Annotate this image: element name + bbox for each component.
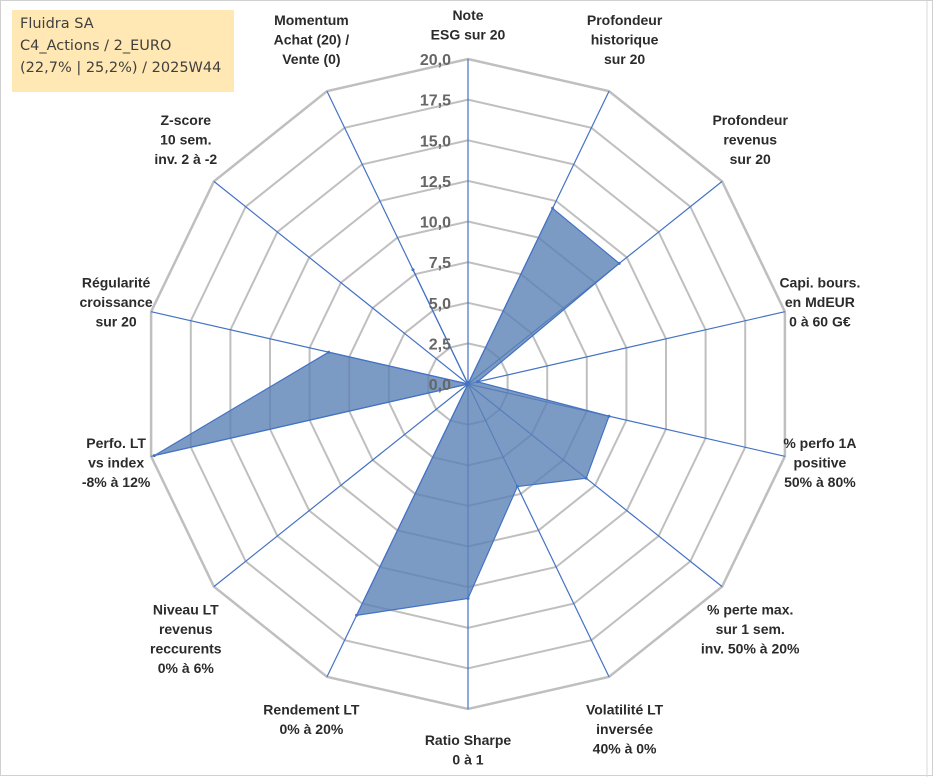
radial-tick-labels: 0,0 2,5 5,0 7,5 10,0 12,5 15,0 17,5 20,0: [420, 52, 451, 394]
category-label-line: Vente (0): [282, 51, 340, 67]
category-label-line: reccurents: [150, 640, 222, 656]
data-point-2: [617, 261, 621, 265]
spoke-12: [213, 180, 469, 385]
spoke-3: [467, 311, 786, 385]
category-label-6: Volatilité LT inversée 40% à 0%: [586, 701, 664, 756]
data-point-13: [411, 268, 415, 272]
data-point-10: [152, 454, 156, 458]
category-label-line: 40% à 0%: [593, 740, 657, 756]
category-label-line: Momentum: [274, 12, 349, 28]
category-label-10: Perfo. LT vs index -8% à 12%: [82, 435, 151, 490]
category-label-line: ESG sur 20: [431, 27, 506, 43]
category-label-3: Capi. bours. en MdEUR 0 à 60 G€: [779, 274, 860, 329]
category-label-line: inv. 50% à 20%: [701, 640, 800, 656]
category-label-line: sur 20: [95, 313, 136, 329]
category-label-line: revenus: [159, 621, 213, 637]
category-label-line: 0% à 20%: [279, 721, 343, 737]
category-label-line: historique: [591, 32, 659, 48]
category-label-line: Profondeur: [587, 12, 663, 28]
category-label-line: Niveau LT: [153, 601, 219, 617]
category-label-line: inv. 2 à -2: [154, 151, 217, 167]
category-label-line: Perfo. LT: [86, 435, 146, 451]
category-label-line: sur 20: [730, 151, 771, 167]
category-label-7: Ratio Sharpe 0 à 1: [425, 732, 512, 768]
right-edge-ticks: [926, 1, 928, 777]
tick-label-4: 10,0: [420, 215, 451, 232]
data-point-8: [355, 613, 359, 617]
performance-week: (22,7% | 25,2%) / 2025W44: [20, 60, 222, 76]
data-point-4: [607, 414, 611, 418]
category-label-8: Rendement LT 0% à 20%: [263, 701, 360, 737]
chart-title-box: Fluidra SA C4_Actions / 2_EURO (22,7% | …: [12, 10, 234, 92]
category-label-line: Z-score: [161, 112, 212, 128]
category-label-line: croissance: [80, 294, 153, 310]
tick-label-7: 17,5: [420, 93, 451, 110]
category-label-line: Rendement LT: [263, 701, 360, 717]
category-label-line: % perfo 1A: [783, 435, 856, 451]
category-label-5: % perte max. sur 1 sem. inv. 50% à 20%: [701, 601, 800, 656]
category-label-0: Note ESG sur 20: [431, 7, 506, 43]
data-point-7: [466, 597, 470, 600]
category-label-line: Profondeur: [712, 112, 788, 128]
category-label-4: % perfo 1A positive 50% à 80%: [783, 435, 856, 490]
category-label-line: 50% à 80%: [784, 474, 856, 490]
category-label-line: -8% à 12%: [82, 474, 151, 490]
category-label-line: 10 sem.: [160, 132, 211, 148]
category-labels: Note ESG sur 20 Profondeur historique sur 20…: [80, 7, 861, 768]
tick-label-0: 0,0: [429, 377, 451, 394]
category-label-9: Niveau LT revenus reccurents 0% à 6%: [150, 601, 222, 676]
tick-label-5: 12,5: [420, 174, 451, 191]
portfolio-category: C4_Actions / 2_EURO: [20, 38, 172, 54]
data-point-11: [327, 350, 331, 354]
data-point-12: [466, 382, 470, 386]
data-point-6: [515, 485, 519, 488]
category-label-line: Ratio Sharpe: [425, 732, 512, 748]
tick-label-8: 20,0: [420, 52, 451, 69]
category-label-12: Z-score 10 sem. inv. 2 à -2: [154, 112, 217, 167]
category-label-line: % perte max.: [707, 601, 793, 617]
category-label-line: 0% à 6%: [158, 660, 215, 676]
category-label-line: Note: [452, 7, 483, 23]
category-label-line: vs index: [88, 455, 144, 471]
data-point-3: [476, 380, 479, 384]
category-label-line: Capi. bours.: [779, 274, 860, 290]
category-label-line: Achat (20) /: [274, 32, 350, 48]
category-label-11: Régularité croissance sur 20: [80, 274, 153, 329]
category-label-line: Régularité: [82, 274, 151, 290]
company-name: Fluidra SA: [20, 16, 94, 32]
category-label-line: inversée: [596, 721, 653, 737]
radar-series: [152, 206, 621, 617]
category-label-line: sur 20: [604, 51, 645, 67]
tick-label-2: 5,0: [429, 296, 451, 313]
tick-label-3: 7,5: [429, 255, 451, 272]
category-label-line: 0 à 60 G€: [789, 313, 851, 329]
tick-label-1: 2,5: [429, 336, 451, 353]
data-point-1: [551, 206, 555, 210]
category-label-2: Profondeur revenus sur 20: [712, 112, 788, 167]
tick-label-6: 15,0: [420, 133, 451, 150]
category-label-line: revenus: [723, 132, 777, 148]
category-label-13: Momentum Achat (20) / Vente (0): [274, 12, 350, 67]
category-label-1: Profondeur historique sur 20: [587, 12, 663, 67]
category-label-line: positive: [793, 455, 846, 471]
category-label-line: Volatilité LT: [586, 701, 664, 717]
spoke-9: [213, 383, 469, 588]
category-label-line: 0 à 1: [452, 752, 483, 768]
category-label-line: sur 1 sem.: [716, 621, 785, 637]
category-label-line: en MdEUR: [785, 294, 855, 310]
data-point-5: [584, 476, 588, 480]
